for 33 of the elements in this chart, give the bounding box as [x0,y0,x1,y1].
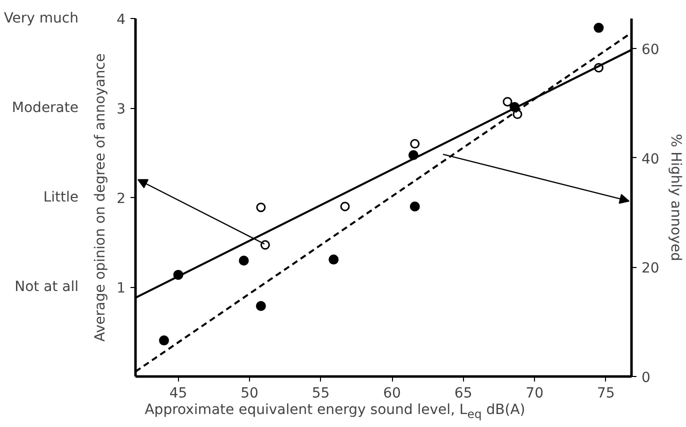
point [159,335,170,346]
point [410,139,420,149]
point [256,301,266,311]
x-tick-label: 60 [383,386,401,402]
point [340,202,350,212]
point [260,240,270,250]
x-tick-label: 55 [312,386,330,402]
x-tick-label: 45 [169,386,188,402]
x-tick-label: 75 [596,386,615,402]
point [410,202,420,212]
point [256,202,266,212]
x-tick-label: 50 [240,386,258,402]
y2-tick-label: 0 [642,370,650,386]
y2-tick-label: 40 [642,151,660,168]
y2-axis-title: % Highly annoyed [667,134,684,262]
text: Moderate [12,100,79,116]
y2-tick-label: 20 [642,260,660,277]
x-tick-label: 70 [526,386,544,402]
y-tick-label: 4 [116,12,126,28]
y-tick-label: 1 [116,280,126,296]
text: Very much [4,10,79,26]
y-axis-title: Average opinion on degree of annoyance [92,53,109,342]
text: Not at all [14,279,79,295]
y-tick-label: 3 [116,102,126,118]
y-tick-label: 2 [116,191,126,207]
point [502,96,512,106]
point [238,256,249,266]
x-tick-label: 65 [454,386,472,402]
x-axis-title: Approximate equivalent energy sound level, L$_{eq}$ dB(A) [144,401,526,422]
point [328,254,339,265]
point [594,22,604,33]
y2-tick-label: 60 [642,42,660,58]
text: Little [43,190,78,206]
